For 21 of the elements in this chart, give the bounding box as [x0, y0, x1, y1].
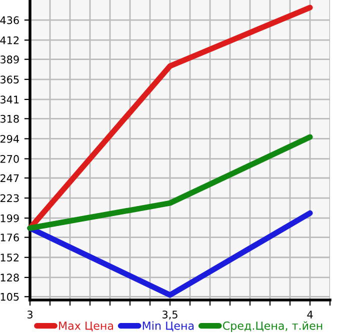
y-tick-label: 176 — [0, 234, 19, 242]
x-tick-label: 4 — [307, 310, 313, 318]
y-tick-label: 365 — [0, 76, 19, 84]
legend-label: Min Цена — [142, 321, 194, 332]
y-tick-label: 247 — [0, 174, 19, 182]
x-tick-label: 3 — [27, 310, 32, 318]
legend-label: Сред.Цена, т.йен — [222, 321, 322, 332]
y-tick-label: 128 — [0, 274, 19, 282]
y-tick-label: 389 — [0, 56, 19, 64]
y-tick-label: 341 — [0, 96, 19, 104]
y-tick-label: 294 — [0, 134, 19, 143]
y-tick-label: 105 — [0, 292, 19, 301]
x-tick-label: 3,5 — [162, 310, 178, 320]
y-tick-label: 436 — [0, 16, 19, 24]
y-tick-label: 152 — [0, 254, 19, 262]
y-tick-label: 270 — [0, 155, 19, 163]
y-tick-label: 412 — [0, 36, 19, 44]
y-tick-label: 199 — [0, 214, 19, 222]
y-tick-label: 223 — [0, 194, 19, 202]
y-tick-label: 318 — [0, 114, 19, 123]
legend-label: Max Цена — [59, 322, 114, 332]
